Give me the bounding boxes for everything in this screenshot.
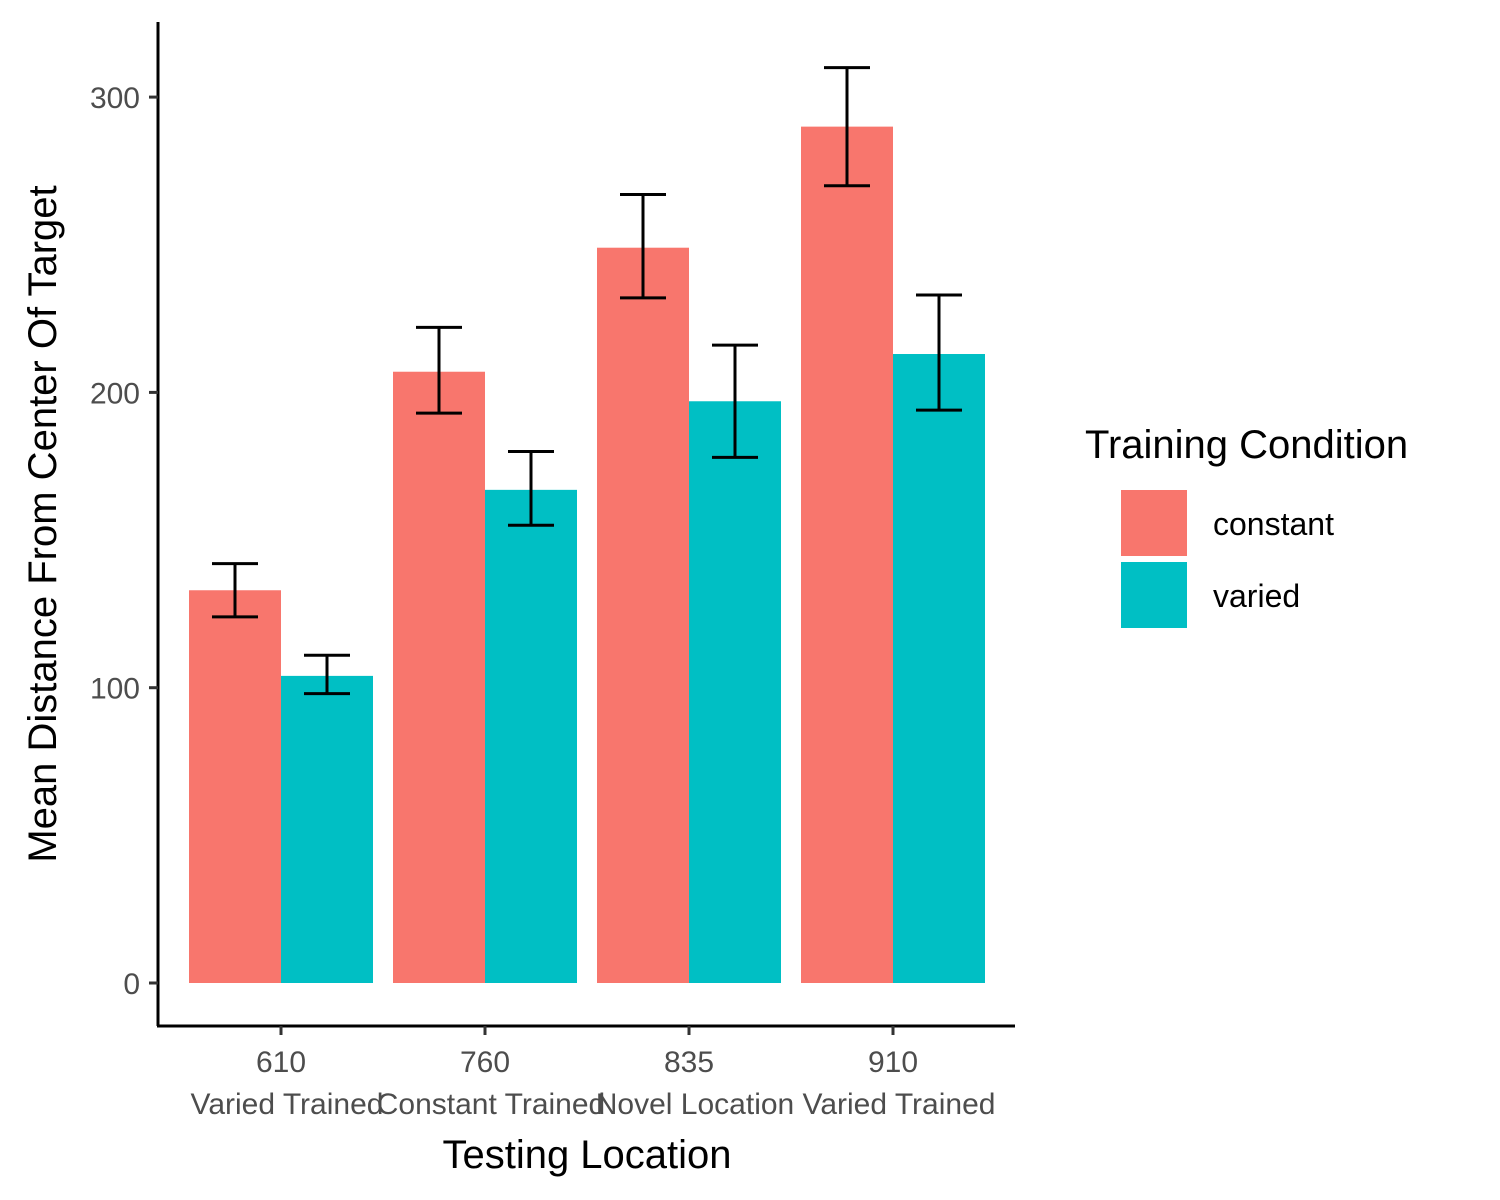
y-tick-label: 100: [90, 673, 140, 706]
bar-varied-910: [893, 354, 985, 983]
bar-varied-610: [281, 675, 373, 983]
x-axis-title: Testing Location: [442, 1133, 731, 1177]
bar-varied-835: [689, 401, 781, 983]
x-ticks-layer: 610 Varied Trained 760 Constant Trained 835 N…: [191, 1026, 996, 1121]
x-tick-sublabel: Constant Trained: [377, 1088, 605, 1121]
legend-items: constant varied: [1121, 490, 1334, 628]
legend: Training Condition constant varied: [1085, 423, 1408, 628]
y-axis-title: Mean Distance From Center Of Target: [21, 185, 65, 862]
bar-constant-610: [189, 590, 281, 983]
x-tick-label: 835: [664, 1046, 714, 1079]
legend-swatch-constant: [1121, 490, 1187, 556]
error-bar-constant-910: [824, 66, 870, 188]
x-tick-sublabel: Varied Trained: [803, 1088, 996, 1121]
legend-title: Training Condition: [1085, 423, 1408, 467]
error-bar-varied-760: [508, 449, 554, 527]
x-tick-label: 910: [868, 1046, 918, 1079]
legend-label-varied: varied: [1213, 578, 1300, 614]
y-tick-label: 200: [90, 377, 140, 410]
x-tick-label: 760: [460, 1046, 510, 1079]
legend-label-constant: constant: [1213, 506, 1334, 542]
bars-layer: [189, 126, 985, 983]
error-bar-varied-910: [916, 293, 962, 412]
error-bar-constant-610: [212, 562, 258, 619]
bar-constant-760: [393, 371, 485, 983]
y-tick-label: 300: [90, 82, 140, 115]
y-ticks-layer: 0 100 200 300: [90, 82, 158, 1001]
bar-constant-910: [801, 126, 893, 983]
y-tick-label: 0: [123, 968, 140, 1001]
x-tick-label: 610: [256, 1046, 306, 1079]
legend-swatch-varied: [1121, 562, 1187, 628]
bar-constant-835: [597, 247, 689, 983]
x-tick-sublabel: Novel Location: [596, 1088, 794, 1121]
x-tick-sublabel: Varied Trained: [191, 1088, 384, 1121]
error-bar-constant-835: [620, 193, 666, 300]
error-bar-varied-610: [304, 653, 350, 696]
error-bar-constant-760: [416, 325, 462, 415]
error-bar-varied-835: [712, 343, 758, 459]
error-bars-layer: [212, 66, 962, 696]
bar-varied-760: [485, 489, 577, 983]
